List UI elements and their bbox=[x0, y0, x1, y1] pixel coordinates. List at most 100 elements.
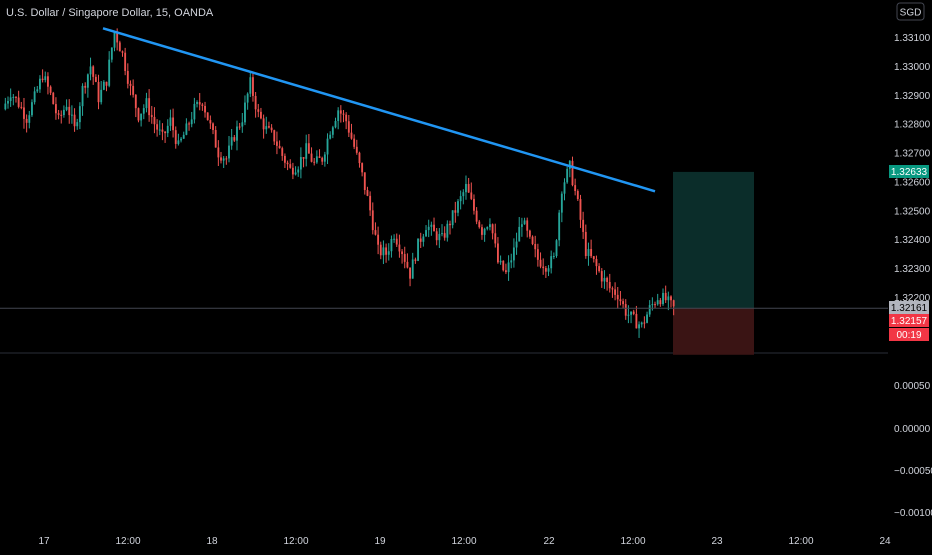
candle-body bbox=[228, 145, 230, 159]
candle-body bbox=[150, 115, 153, 117]
candle-body bbox=[273, 130, 276, 142]
candle-body bbox=[148, 98, 151, 116]
candle-body bbox=[374, 230, 377, 235]
candle-body bbox=[390, 239, 393, 252]
candle-body bbox=[576, 191, 579, 200]
candle-body bbox=[108, 59, 111, 86]
price-tick-label: 1.32800 bbox=[894, 120, 931, 131]
candle-body bbox=[504, 270, 507, 273]
candle-body bbox=[414, 259, 417, 261]
candle-body bbox=[465, 183, 467, 193]
candle-body bbox=[467, 183, 470, 193]
candle-body bbox=[49, 86, 52, 93]
candle-body bbox=[92, 66, 95, 77]
candle-body bbox=[507, 262, 510, 273]
price-axis[interactable]: 1.33100 1.33000 1.32900 1.32800 1.32700 1.326… bbox=[894, 33, 931, 304]
candle-body bbox=[321, 157, 324, 162]
candle-body bbox=[459, 196, 462, 202]
stop-zone[interactable] bbox=[673, 308, 754, 355]
candle-body bbox=[297, 169, 300, 173]
indicator-axis[interactable]: 0.00050 0.00000 −0.00050 −0.00100 bbox=[894, 381, 932, 519]
candle-body bbox=[510, 260, 513, 263]
candle-body bbox=[646, 314, 648, 323]
candle-body bbox=[129, 83, 132, 86]
candle-body bbox=[499, 260, 502, 263]
trendline[interactable] bbox=[102, 27, 656, 193]
price-tick-label: 1.32700 bbox=[894, 149, 931, 160]
candle-body bbox=[60, 114, 63, 116]
time-tick-label: 12:00 bbox=[620, 536, 645, 547]
target-zone[interactable] bbox=[673, 171, 754, 309]
candle-body bbox=[172, 117, 175, 131]
candle-body bbox=[289, 164, 292, 168]
candle-body bbox=[217, 147, 220, 158]
candle-body bbox=[236, 126, 238, 141]
candle-body bbox=[220, 157, 222, 161]
candle-body bbox=[318, 156, 321, 158]
long-position-tool[interactable] bbox=[673, 171, 754, 355]
indicator-tick-label: 0.00000 bbox=[894, 424, 931, 435]
candle-body bbox=[563, 182, 566, 194]
candle-body bbox=[244, 102, 246, 123]
candle-body bbox=[547, 268, 550, 272]
candle-body bbox=[361, 163, 364, 173]
currency-button[interactable]: SGD bbox=[896, 2, 925, 21]
candle-body bbox=[326, 138, 329, 155]
candle-body bbox=[47, 76, 49, 87]
price-tick-label: 1.32300 bbox=[894, 264, 931, 275]
candle-body bbox=[385, 247, 388, 255]
candle-body bbox=[225, 158, 228, 160]
candle-body bbox=[137, 108, 140, 121]
candle-body bbox=[315, 156, 318, 163]
candle-body bbox=[523, 220, 526, 225]
candle-body bbox=[265, 126, 268, 130]
candle-body bbox=[310, 153, 313, 162]
time-tick-label: 12:00 bbox=[115, 536, 140, 547]
candle-body bbox=[275, 141, 278, 146]
candle-body bbox=[323, 154, 326, 162]
candle-body bbox=[608, 281, 611, 289]
candle-body bbox=[544, 268, 547, 272]
candle-body bbox=[662, 292, 664, 305]
candle-body bbox=[278, 145, 281, 149]
candle-body bbox=[345, 114, 348, 122]
candle-body bbox=[78, 106, 81, 123]
candle-body bbox=[145, 98, 148, 109]
candle-body bbox=[670, 296, 672, 301]
time-tick-label: 12:00 bbox=[451, 536, 476, 547]
candle-body bbox=[52, 92, 55, 105]
candle-body bbox=[102, 81, 105, 90]
price-label-text: 1.32633 bbox=[891, 167, 928, 178]
candle-body bbox=[555, 240, 558, 257]
candle-body bbox=[198, 102, 201, 105]
candle-body bbox=[473, 198, 475, 211]
candle-body bbox=[156, 124, 159, 130]
candle-body bbox=[153, 116, 156, 125]
candle-body bbox=[542, 266, 545, 269]
candle-body bbox=[595, 259, 598, 267]
candle-body bbox=[17, 97, 20, 107]
candle-body bbox=[411, 259, 414, 279]
currency-label: SGD bbox=[900, 8, 922, 19]
candle-body bbox=[329, 134, 332, 139]
candle-body bbox=[571, 160, 574, 186]
candle-body bbox=[97, 81, 100, 103]
candle-body bbox=[483, 228, 486, 235]
candle-body bbox=[502, 260, 505, 271]
price-label-stop bbox=[889, 328, 929, 341]
candle-body bbox=[73, 114, 76, 127]
candle-body bbox=[387, 251, 390, 255]
candle-body bbox=[76, 122, 79, 127]
candle-body bbox=[9, 97, 12, 101]
candle-body bbox=[363, 172, 366, 191]
price-tick-label: 1.33100 bbox=[894, 33, 931, 44]
candle-body bbox=[579, 199, 582, 220]
candle-body bbox=[28, 115, 31, 123]
candle-body bbox=[592, 256, 595, 260]
candle-body bbox=[260, 111, 262, 119]
candle-body bbox=[337, 110, 340, 121]
candle-body bbox=[616, 294, 619, 300]
time-axis[interactable]: 17 12:00 18 12:00 19 12:00 22 12:00 23 12:00 24 bbox=[38, 536, 891, 547]
